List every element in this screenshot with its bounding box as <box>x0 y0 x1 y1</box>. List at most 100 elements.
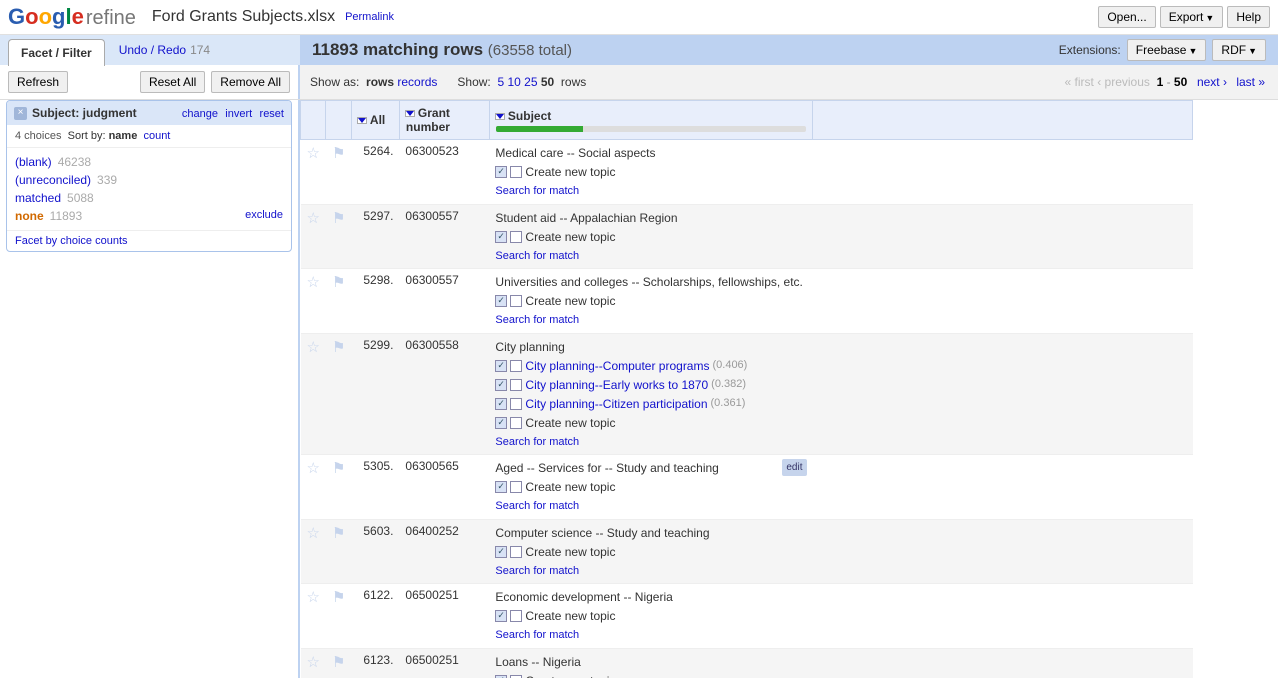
flag-icon[interactable]: ⚑ <box>332 145 345 162</box>
match-reject-icon[interactable] <box>510 379 522 391</box>
flag-icon[interactable]: ⚑ <box>332 525 345 542</box>
page-next[interactable]: next › <box>1197 75 1227 89</box>
star-icon[interactable]: ☆ <box>307 339 320 356</box>
freebase-ext-button[interactable]: Freebase▼ <box>1127 39 1207 61</box>
flag-icon[interactable]: ⚑ <box>332 210 345 227</box>
match-reject-icon[interactable] <box>510 546 522 558</box>
col-all[interactable]: All <box>351 101 399 140</box>
create-new-topic[interactable]: Create new topic <box>525 672 615 678</box>
export-button[interactable]: Export▼ <box>1160 6 1224 28</box>
permalink-link[interactable]: Permalink <box>345 11 394 23</box>
refresh-button[interactable]: Refresh <box>8 71 68 93</box>
facet-close-icon[interactable]: × <box>14 107 27 120</box>
show-10[interactable]: 10 <box>507 75 520 89</box>
show-5[interactable]: 5 <box>497 75 504 89</box>
match-accept-icon[interactable] <box>495 481 507 493</box>
create-new-topic[interactable]: Create new topic <box>525 228 615 246</box>
recon-candidate[interactable]: City planning--Early works to 1870 <box>525 376 708 394</box>
create-new-topic[interactable]: Create new topic <box>525 163 615 181</box>
facet-by-counts[interactable]: Facet by choice counts <box>15 235 128 247</box>
star-icon[interactable]: ☆ <box>307 589 320 606</box>
search-for-match[interactable]: Search for match <box>495 250 579 262</box>
flag-icon[interactable]: ⚑ <box>332 654 345 671</box>
match-reject-icon[interactable] <box>510 360 522 372</box>
page-last[interactable]: last » <box>1236 75 1265 89</box>
show-25[interactable]: 25 <box>524 75 537 89</box>
facet-invert[interactable]: invert <box>225 108 252 120</box>
facet-reset[interactable]: reset <box>260 108 284 120</box>
search-for-match[interactable]: Search for match <box>495 500 579 512</box>
page-first[interactable]: « first <box>1065 75 1094 89</box>
edit-cell-button[interactable]: edit <box>782 459 806 476</box>
match-reject-icon[interactable] <box>510 610 522 622</box>
match-reject-icon[interactable] <box>510 417 522 429</box>
col-menu-icon[interactable] <box>406 111 414 116</box>
match-accept-icon[interactable] <box>495 166 507 178</box>
facet-exclude[interactable]: exclude <box>245 209 283 223</box>
match-accept-icon[interactable] <box>495 398 507 410</box>
open-button[interactable]: Open... <box>1098 6 1155 28</box>
create-new-topic[interactable]: Create new topic <box>525 607 615 625</box>
facet-sort-count[interactable]: count <box>143 130 170 142</box>
match-accept-icon[interactable] <box>495 360 507 372</box>
search-for-match[interactable]: Search for match <box>495 314 579 326</box>
undo-redo-tab[interactable]: Undo / Redo174 <box>119 43 210 57</box>
match-reject-icon[interactable] <box>510 166 522 178</box>
show-as-rows[interactable]: rows <box>366 75 394 89</box>
help-button[interactable]: Help <box>1227 6 1270 28</box>
match-accept-icon[interactable] <box>495 675 507 678</box>
cell-grant-number: 06500251 <box>399 584 489 649</box>
page-prev[interactable]: ‹ previous <box>1097 75 1150 89</box>
flag-icon[interactable]: ⚑ <box>332 339 345 356</box>
search-for-match[interactable]: Search for match <box>495 436 579 448</box>
match-reject-icon[interactable] <box>510 231 522 243</box>
facet-change[interactable]: change <box>182 108 218 120</box>
show-50[interactable]: 50 <box>541 75 554 89</box>
search-for-match[interactable]: Search for match <box>495 629 579 641</box>
match-reject-icon[interactable] <box>510 398 522 410</box>
match-accept-icon[interactable] <box>495 417 507 429</box>
recon-candidate[interactable]: City planning--Computer programs <box>525 357 709 375</box>
create-new-topic[interactable]: Create new topic <box>525 543 615 561</box>
flag-icon[interactable]: ⚑ <box>332 274 345 291</box>
flag-icon[interactable]: ⚑ <box>332 460 345 477</box>
recon-candidate[interactable]: City planning--Citizen participation <box>525 395 707 413</box>
flag-icon[interactable]: ⚑ <box>332 589 345 606</box>
star-icon[interactable]: ☆ <box>307 460 320 477</box>
col-grant-number[interactable]: Grant number <box>399 101 489 140</box>
star-icon[interactable]: ☆ <box>307 525 320 542</box>
star-icon[interactable]: ☆ <box>307 210 320 227</box>
create-new-topic[interactable]: Create new topic <box>525 414 615 432</box>
show-as-records[interactable]: records <box>397 75 437 89</box>
search-for-match[interactable]: Search for match <box>495 565 579 577</box>
create-new-topic[interactable]: Create new topic <box>525 292 615 310</box>
facet-filter-tab[interactable]: Facet / Filter <box>8 39 105 66</box>
star-icon[interactable]: ☆ <box>307 274 320 291</box>
rdf-ext-button[interactable]: RDF▼ <box>1212 39 1266 61</box>
star-icon[interactable]: ☆ <box>307 145 320 162</box>
col-menu-icon[interactable] <box>358 118 366 123</box>
match-accept-icon[interactable] <box>495 379 507 391</box>
data-table-area[interactable]: All Grant number Subject ☆⚑5264.06300523… <box>300 100 1278 678</box>
col-menu-icon[interactable] <box>496 114 504 119</box>
facet-choice[interactable]: (blank)46238 <box>15 153 283 171</box>
facet-choice[interactable]: none11893exclude <box>15 207 283 225</box>
star-icon[interactable]: ☆ <box>307 654 320 671</box>
reset-all-button[interactable]: Reset All <box>140 71 205 93</box>
match-accept-icon[interactable] <box>495 295 507 307</box>
match-reject-icon[interactable] <box>510 481 522 493</box>
col-subject[interactable]: Subject <box>489 101 812 140</box>
create-new-topic[interactable]: Create new topic <box>525 478 615 496</box>
match-reject-icon[interactable] <box>510 295 522 307</box>
facet-panel: × Subject: judgment change invert reset … <box>6 100 292 252</box>
search-for-match[interactable]: Search for match <box>495 185 579 197</box>
facet-choice[interactable]: matched5088 <box>15 189 283 207</box>
remove-all-button[interactable]: Remove All <box>211 71 290 93</box>
match-reject-icon[interactable] <box>510 675 522 678</box>
match-accept-icon[interactable] <box>495 610 507 622</box>
facet-sort-name[interactable]: name <box>109 130 138 142</box>
match-accept-icon[interactable] <box>495 546 507 558</box>
subject-value: Medical care -- Social aspects <box>495 144 806 162</box>
match-accept-icon[interactable] <box>495 231 507 243</box>
facet-choice[interactable]: (unreconciled)339 <box>15 171 283 189</box>
